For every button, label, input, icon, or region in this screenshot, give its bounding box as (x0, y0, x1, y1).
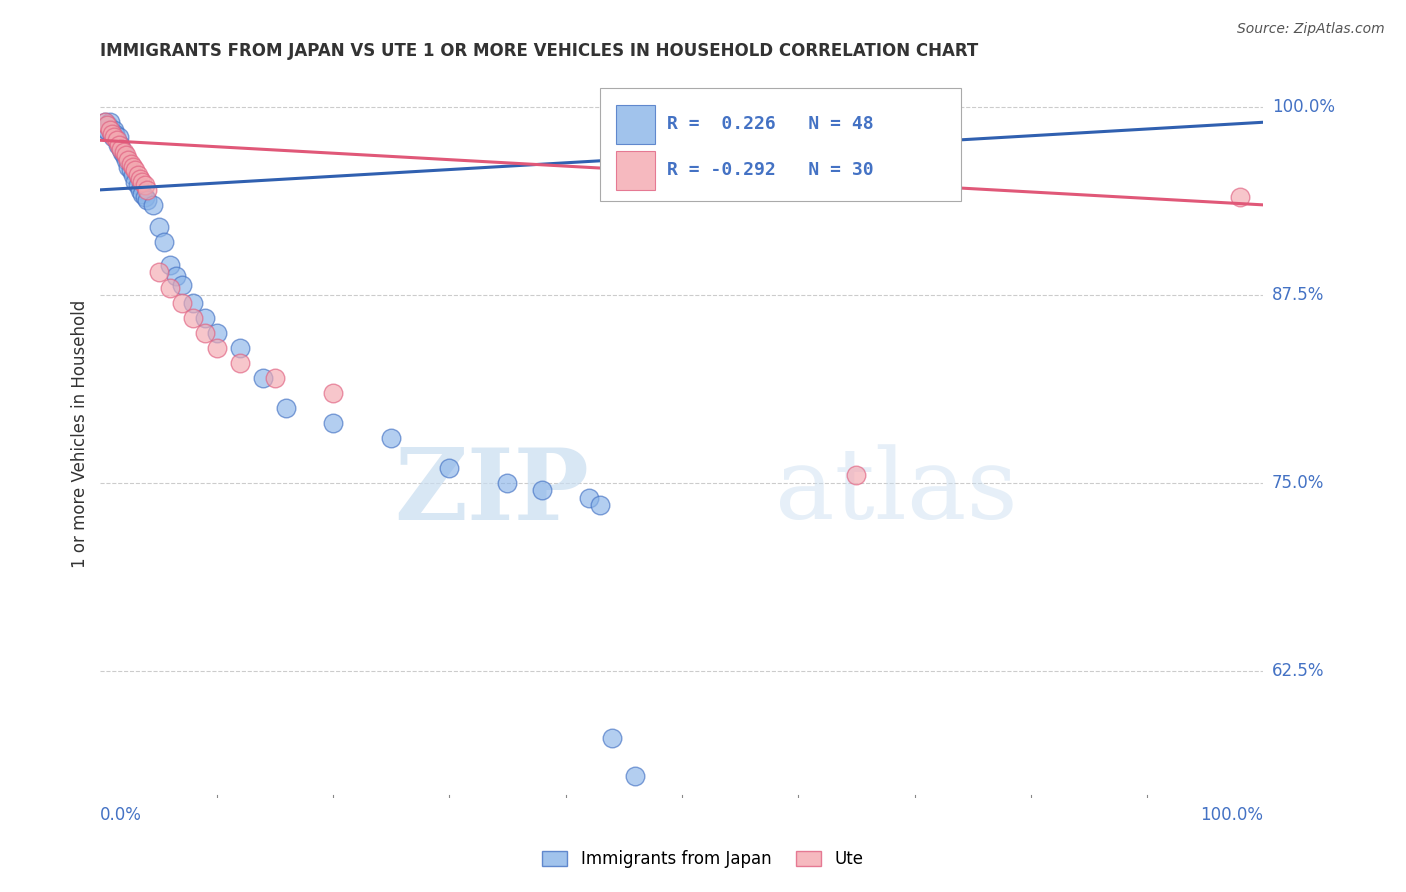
Point (94, 115, 117, 129)
Point (117, 161, 139, 175)
FancyBboxPatch shape (616, 151, 655, 190)
Point (263, 370, 285, 384)
Point (183, 295, 205, 310)
Point (845, 468, 868, 483)
Point (101, 130, 124, 145)
Point (98, 122, 121, 136)
Legend: Immigrants from Japan, Ute: Immigrants from Japan, Ute (536, 844, 870, 875)
Text: R =  0.226   N = 48: R = 0.226 N = 48 (666, 115, 873, 133)
Point (165, 268, 187, 283)
Point (159, 280, 181, 294)
Point (131, 175, 153, 189)
Text: ZIP: ZIP (394, 444, 589, 541)
Text: 62.5%: 62.5% (1272, 662, 1324, 680)
Point (128, 172, 150, 186)
Point (120, 157, 142, 171)
FancyBboxPatch shape (616, 104, 655, 144)
FancyBboxPatch shape (600, 88, 962, 201)
Point (276, 401, 298, 415)
Point (105, 133, 128, 147)
Point (600, 731, 623, 746)
Point (96, 122, 118, 136)
Point (104, 128, 127, 142)
Point (112, 145, 135, 160)
Point (128, 183, 150, 197)
Text: 100.0%: 100.0% (1272, 98, 1334, 116)
Point (105, 133, 128, 147)
Point (229, 341, 252, 355)
Point (205, 341, 228, 355)
Point (135, 194, 157, 208)
Point (101, 128, 124, 142)
Point (531, 483, 554, 498)
Point (134, 190, 156, 204)
Point (153, 235, 176, 250)
Point (252, 370, 274, 384)
Point (97, 118, 120, 132)
Point (94, 115, 117, 129)
Text: 87.5%: 87.5% (1272, 286, 1324, 304)
Point (110, 142, 132, 156)
Point (122, 168, 145, 182)
Point (159, 258, 181, 272)
Point (108, 137, 131, 152)
Point (120, 163, 142, 178)
Text: 0.0%: 0.0% (100, 805, 142, 824)
Point (439, 460, 461, 475)
Point (107, 137, 129, 152)
Text: Source: ZipAtlas.com: Source: ZipAtlas.com (1237, 22, 1385, 37)
Point (380, 431, 402, 445)
Point (148, 220, 170, 235)
Point (100, 122, 122, 136)
Point (124, 163, 146, 178)
Y-axis label: 1 or more Vehicles in Household: 1 or more Vehicles in Household (72, 300, 89, 568)
Point (589, 499, 612, 513)
Point (170, 295, 193, 310)
Point (122, 161, 145, 175)
Point (103, 130, 125, 145)
Point (205, 326, 228, 340)
Point (117, 153, 139, 167)
Point (322, 416, 344, 430)
Point (142, 198, 165, 212)
Point (96, 122, 118, 136)
Point (194, 326, 217, 340)
Point (1229, 190, 1251, 204)
Point (578, 491, 600, 505)
Point (124, 175, 146, 189)
Point (103, 122, 125, 136)
Point (322, 385, 344, 400)
Point (115, 148, 138, 162)
Point (183, 310, 205, 325)
Point (98, 115, 121, 129)
Point (96, 118, 118, 132)
Point (127, 178, 149, 193)
Point (134, 178, 156, 193)
Point (108, 137, 131, 152)
Point (194, 310, 217, 325)
Text: IMMIGRANTS FROM JAPAN VS UTE 1 OR MORE VEHICLES IN HOUSEHOLD CORRELATION CHART: IMMIGRANTS FROM JAPAN VS UTE 1 OR MORE V… (100, 42, 979, 60)
Point (496, 475, 519, 490)
Point (110, 142, 132, 156)
Point (115, 153, 138, 167)
Point (112, 148, 135, 162)
Point (170, 277, 193, 292)
Text: R = -0.292   N = 30: R = -0.292 N = 30 (666, 161, 873, 179)
Point (127, 168, 149, 182)
Text: 100.0%: 100.0% (1201, 805, 1264, 824)
Point (111, 145, 134, 160)
Text: atlas: atlas (775, 444, 1018, 541)
Point (101, 128, 124, 142)
Point (135, 183, 157, 197)
Point (108, 130, 131, 145)
Point (131, 187, 153, 202)
Point (148, 265, 170, 279)
Text: 75.0%: 75.0% (1272, 474, 1324, 491)
Point (229, 356, 252, 370)
Point (624, 769, 647, 783)
